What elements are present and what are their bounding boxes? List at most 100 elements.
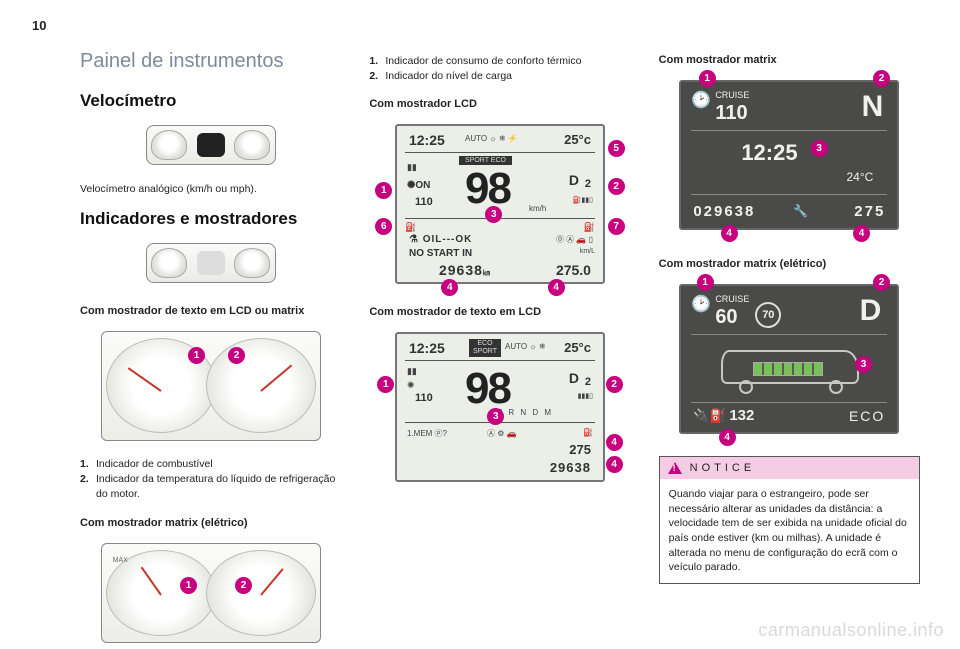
needle-icon bbox=[127, 367, 161, 392]
cruise-label: CRUISE bbox=[715, 90, 749, 100]
callout-2: 2 bbox=[873, 70, 890, 87]
figure-gauges-lcd-matrix: 1 2 bbox=[80, 327, 341, 445]
icons-row: ⓪ Ⓐ 🚗 ▯ bbox=[556, 234, 593, 245]
lcd-trip: 275.0 bbox=[556, 262, 591, 278]
heading-indicadores: Indicadores e mostradores bbox=[80, 209, 341, 229]
lcd-text-display: 12:25 ECOSPORT AUTO ☼ ❄ 25°c ▮▮ ✺ 110 98… bbox=[395, 332, 605, 482]
callout-2: 2 bbox=[228, 347, 245, 364]
figure-lcd: 12:25 AUTO ☼ ❄ ⚡ 25°c SPORT ECO ▮▮ ✺ON 1… bbox=[369, 120, 630, 288]
figure-matrix-el: 🕑 CRUISE 60 70 D 🔌⛽ 132 ECO 1 2 bbox=[659, 280, 920, 438]
lcd2-eco-sport: ECOSPORT bbox=[469, 339, 501, 357]
callout-4b: 4 bbox=[548, 279, 565, 296]
watermark: carmanualsonline.info bbox=[758, 620, 944, 641]
lcd2-mem: 1.MEM ⓟ? bbox=[407, 428, 447, 439]
lcd-nostart: NO START IN bbox=[409, 248, 472, 259]
subhead-lcd-matrix: Com mostrador de texto em LCD ou matrix bbox=[80, 305, 341, 317]
matrix-temp: 24°C bbox=[847, 170, 874, 184]
icons-row: Ⓐ ⚙ 🚗 bbox=[487, 428, 517, 439]
callout-1: 1 bbox=[699, 70, 716, 87]
lcd-temp: 25°c bbox=[564, 132, 591, 147]
wrench-icon: 🔧 bbox=[793, 204, 808, 218]
matrix-gear: N bbox=[862, 90, 884, 124]
auto-icon: AUTO ☼ ❄ ⚡ bbox=[465, 134, 518, 143]
column-3: Com mostrador matrix 🕑 CRUISE 110 N 12:2… bbox=[659, 50, 920, 619]
matrix-odo: 029638 bbox=[693, 203, 755, 220]
center-display-icon bbox=[197, 133, 225, 157]
lcd2-prnd: P R N D M bbox=[497, 408, 553, 417]
speedo-icon: 🕑 bbox=[691, 294, 711, 314]
dial-icon bbox=[151, 248, 187, 278]
page-number: 10 bbox=[32, 18, 46, 33]
list-num: 1. bbox=[80, 457, 96, 472]
page-columns: Painel de instrumentos Velocímetro Veloc… bbox=[80, 50, 920, 619]
lcd-unit: km/h bbox=[529, 204, 546, 213]
callout-2: 2 bbox=[606, 376, 623, 393]
twin-gauge-figure: MAX bbox=[101, 543, 321, 643]
pause-icon: ▮▮ bbox=[407, 366, 417, 377]
speed-ring: 70 bbox=[755, 302, 781, 328]
matrix-display: 🕑 CRUISE 110 N 12:25 24°C 029638 🔧 275 bbox=[679, 80, 899, 230]
subhead-matrix-el: Com mostrador matrix (elétrico) bbox=[659, 258, 920, 270]
cruise-val: 110 bbox=[715, 102, 747, 125]
lcd2-temp: 25°c bbox=[564, 340, 591, 355]
fuel-bar-icon: ▮▮▮▯ bbox=[578, 392, 593, 400]
fuel-icon: ⛽ bbox=[583, 428, 593, 437]
callout-2: 2 bbox=[235, 577, 252, 594]
subhead-matrix-eletrico: Com mostrador matrix (elétrico) bbox=[80, 517, 341, 529]
callout-2: 2 bbox=[873, 274, 890, 291]
callout-1: 1 bbox=[697, 274, 714, 291]
column-1: Painel de instrumentos Velocímetro Veloc… bbox=[80, 50, 341, 619]
right-gauge-icon bbox=[206, 550, 316, 636]
dial-icon bbox=[234, 130, 270, 160]
range-val: 132 bbox=[729, 407, 754, 424]
lcd-clock: 12:25 bbox=[409, 132, 445, 148]
lcd2-big: 98 bbox=[465, 364, 510, 414]
column-2: 1.Indicador de consumo de conforto térmi… bbox=[369, 50, 630, 619]
fuel-icon: ⛽ bbox=[405, 222, 416, 233]
left-gauge-icon: MAX bbox=[106, 550, 216, 636]
callout-4b: 4 bbox=[606, 456, 623, 473]
callout-4: 4 bbox=[719, 429, 736, 446]
temp-gauge-icon bbox=[206, 338, 316, 433]
needle-icon bbox=[140, 566, 161, 595]
figure-velocimetro bbox=[80, 121, 341, 169]
list-num: 1. bbox=[369, 54, 385, 69]
list-num: 2. bbox=[80, 472, 96, 502]
matrix2-gear: D bbox=[860, 294, 882, 328]
lcd-display: 12:25 AUTO ☼ ❄ ⚡ 25°c SPORT ECO ▮▮ ✺ON 1… bbox=[395, 124, 605, 284]
heading-velocimetro: Velocímetro bbox=[80, 91, 341, 111]
notice-box: NOTICE Quando viajar para o estrangeiro,… bbox=[659, 456, 920, 584]
figure-gauges-matrix-el: MAX 1 2 bbox=[80, 539, 341, 647]
callout-4: 4 bbox=[441, 279, 458, 296]
kml-label: km/L bbox=[580, 248, 595, 255]
twin-gauge-figure bbox=[101, 331, 321, 441]
lcd2-trip: 275 bbox=[569, 442, 591, 457]
lcd-odo: 29638㎞ bbox=[439, 262, 491, 278]
lcd2-clock: 12:25 bbox=[409, 340, 445, 356]
list-item: 1.Indicador de combustível bbox=[80, 457, 341, 472]
notice-label: NOTICE bbox=[690, 462, 756, 474]
cruise-val: 60 bbox=[715, 306, 737, 329]
callout-3: 3 bbox=[811, 140, 828, 157]
cruise-icon: ✺ bbox=[407, 380, 415, 391]
fuel-right-icon: ⛽ bbox=[584, 222, 595, 233]
speedo-icon: 🕑 bbox=[691, 90, 711, 110]
callout-3: 3 bbox=[855, 356, 872, 373]
eco-label: ECO bbox=[849, 408, 885, 424]
velocimetro-caption: Velocímetro analógico (km/h ou mph). bbox=[80, 183, 341, 195]
gauge-cluster-icon bbox=[146, 243, 276, 283]
lcd-on: ✺ON bbox=[407, 180, 430, 191]
pause-icon: ▮▮ bbox=[407, 162, 417, 173]
callout-2: 2 bbox=[608, 178, 625, 195]
callout-4: 4 bbox=[606, 434, 623, 451]
gauge-label-max: MAX bbox=[113, 557, 128, 564]
lcd-speed-small: 110 bbox=[415, 196, 433, 208]
icons-row: AUTO ☼ ❄ bbox=[505, 342, 546, 351]
list-text: Indicador da temperatura do líquido de r… bbox=[96, 472, 341, 502]
fuel-icon: ⛽▮▮▯ bbox=[573, 196, 593, 204]
figure-matrix: 🕑 CRUISE 110 N 12:25 24°C 029638 🔧 275 1… bbox=[659, 76, 920, 234]
needle-icon bbox=[260, 365, 292, 392]
ev-van-icon bbox=[721, 342, 861, 392]
list-text: Indicador de combustível bbox=[96, 457, 213, 472]
notice-header: NOTICE bbox=[660, 457, 919, 479]
